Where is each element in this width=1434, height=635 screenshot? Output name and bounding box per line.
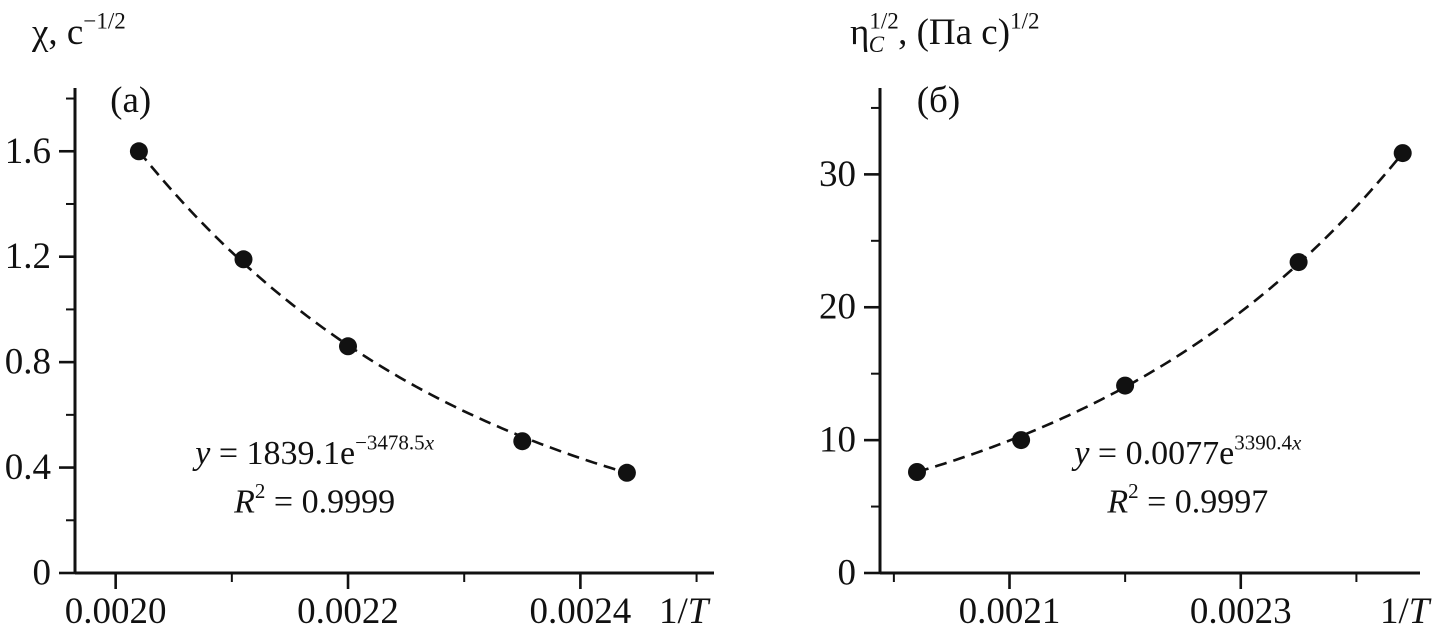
panel-label: (а) [110,80,151,121]
data-point [1116,376,1135,395]
fit-curve [137,150,628,475]
data-point [1012,431,1031,450]
x-tick-label: 0.0020 [65,591,167,632]
data-point [1289,253,1308,272]
chart-panel-a: 0 0.4 0.8 1.2 1.6 0.0020 0.0022 0.0024 χ, с−1/2 (… [5,9,714,632]
data-point [513,432,532,451]
x-tick-label: 0.0022 [297,591,399,632]
chart-b-plot: 0 10 20 30 0.0021 0.0023 η1/2 C, (Па с)1/2 (б) y … [819,9,1432,633]
x-tick-label: 0.0021 [959,591,1061,632]
chart-a-plot: 0 0.4 0.8 1.2 1.6 0.0020 0.0022 0.0024 χ, с−1/2 (… [5,9,714,632]
chart-panel-b: 0 10 20 30 0.0021 0.0023 η1/2 C, (Па с)1/2 (б) y … [734,0,1434,635]
data-point [129,142,148,161]
y-tick-label: 0 [838,553,857,594]
y-tick-label: 1.2 [5,236,51,277]
x-axis-title: 1/T [1380,591,1432,632]
data-point [1393,144,1412,163]
x-tick-label: 0.0024 [530,591,632,632]
y-tick-label: 10 [819,420,856,461]
data-point [234,250,253,269]
y-tick-label: 30 [819,154,856,195]
y-tick-label: 0.8 [5,342,51,383]
r-squared-label: R2 = 0.9999 [233,479,395,520]
y-tick-label: 0.4 [5,447,51,488]
fit-equation: y = 0.0077e3390.4x [1071,431,1302,472]
x-tick-label: 0.0023 [1190,591,1292,632]
y-axis-title: η1/2 C, (Па с)1/2 [850,9,1039,58]
panel-label: (б) [917,80,960,121]
r-squared-label: R2 = 0.9997 [1106,479,1268,520]
y-tick-label: 20 [819,287,856,328]
y-axis-title: χ, с−1/2 [31,9,126,54]
fit-equation: y = 1839.1e−3478.5x [192,431,434,472]
y-tick-label: 0 [33,553,52,594]
data-point [908,463,926,481]
data-point [339,337,357,356]
fit-curve [916,152,1404,474]
x-axis-title: 1/T [659,591,711,632]
y-tick-label: 1.6 [5,131,51,172]
data-point [617,463,636,482]
